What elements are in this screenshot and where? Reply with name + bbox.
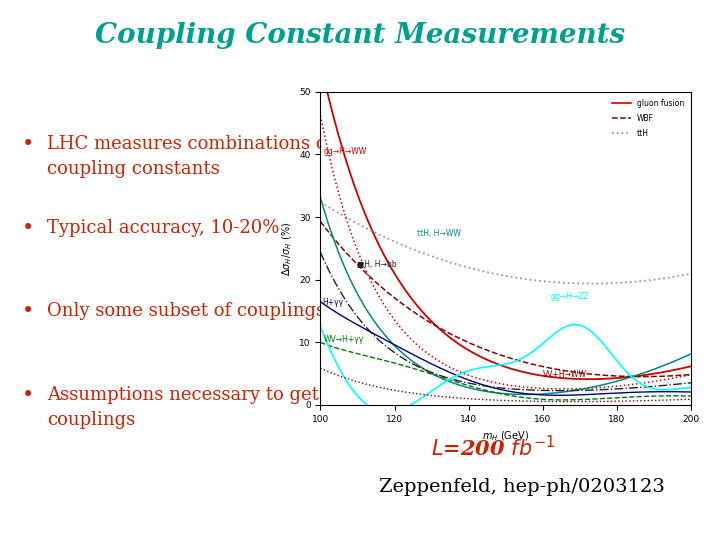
- Text: ■H, H→bb: ■H, H→bb: [358, 260, 397, 269]
- Text: Coupling Constant Measurements: Coupling Constant Measurements: [95, 22, 625, 49]
- Text: •: •: [22, 386, 34, 405]
- Text: gg→H→WW: gg→H→WW: [324, 147, 367, 157]
- Text: $\mathit{L}$=200 $\mathit{fb}^{-1}$: $\mathit{L}$=200 $\mathit{fb}^{-1}$: [431, 435, 555, 460]
- X-axis label: $m_H$ (GeV): $m_H$ (GeV): [482, 429, 529, 443]
- Text: WV→H+γγ: WV→H+γγ: [324, 335, 364, 345]
- Text: LHC measures combinations of
coupling constants: LHC measures combinations of coupling co…: [47, 135, 333, 178]
- Text: ttH, H→WW: ttH, H→WW: [417, 229, 461, 238]
- Text: •: •: [22, 302, 34, 321]
- Y-axis label: $\Delta\sigma_H/\sigma_H$ (%): $\Delta\sigma_H/\sigma_H$ (%): [280, 221, 294, 275]
- Text: H+γγ: H+γγ: [323, 298, 343, 307]
- Text: Zeppenfeld, hep-ph/0203123: Zeppenfeld, hep-ph/0203123: [379, 478, 665, 496]
- Text: •: •: [22, 219, 34, 238]
- Legend: gluon fusion, WBF, ttH: gluon fusion, WBF, ttH: [609, 96, 688, 141]
- Text: Assumptions necessary to get
couplings: Assumptions necessary to get couplings: [47, 386, 319, 429]
- Text: •: •: [22, 135, 34, 154]
- Text: Typical accuracy, 10-20%: Typical accuracy, 10-20%: [47, 219, 279, 237]
- Text: Only some subset of couplings: Only some subset of couplings: [47, 302, 325, 320]
- Text: gg→H→ZZ: gg→H→ZZ: [550, 292, 589, 301]
- Text: VV+H→WW: VV+H→WW: [543, 370, 587, 379]
